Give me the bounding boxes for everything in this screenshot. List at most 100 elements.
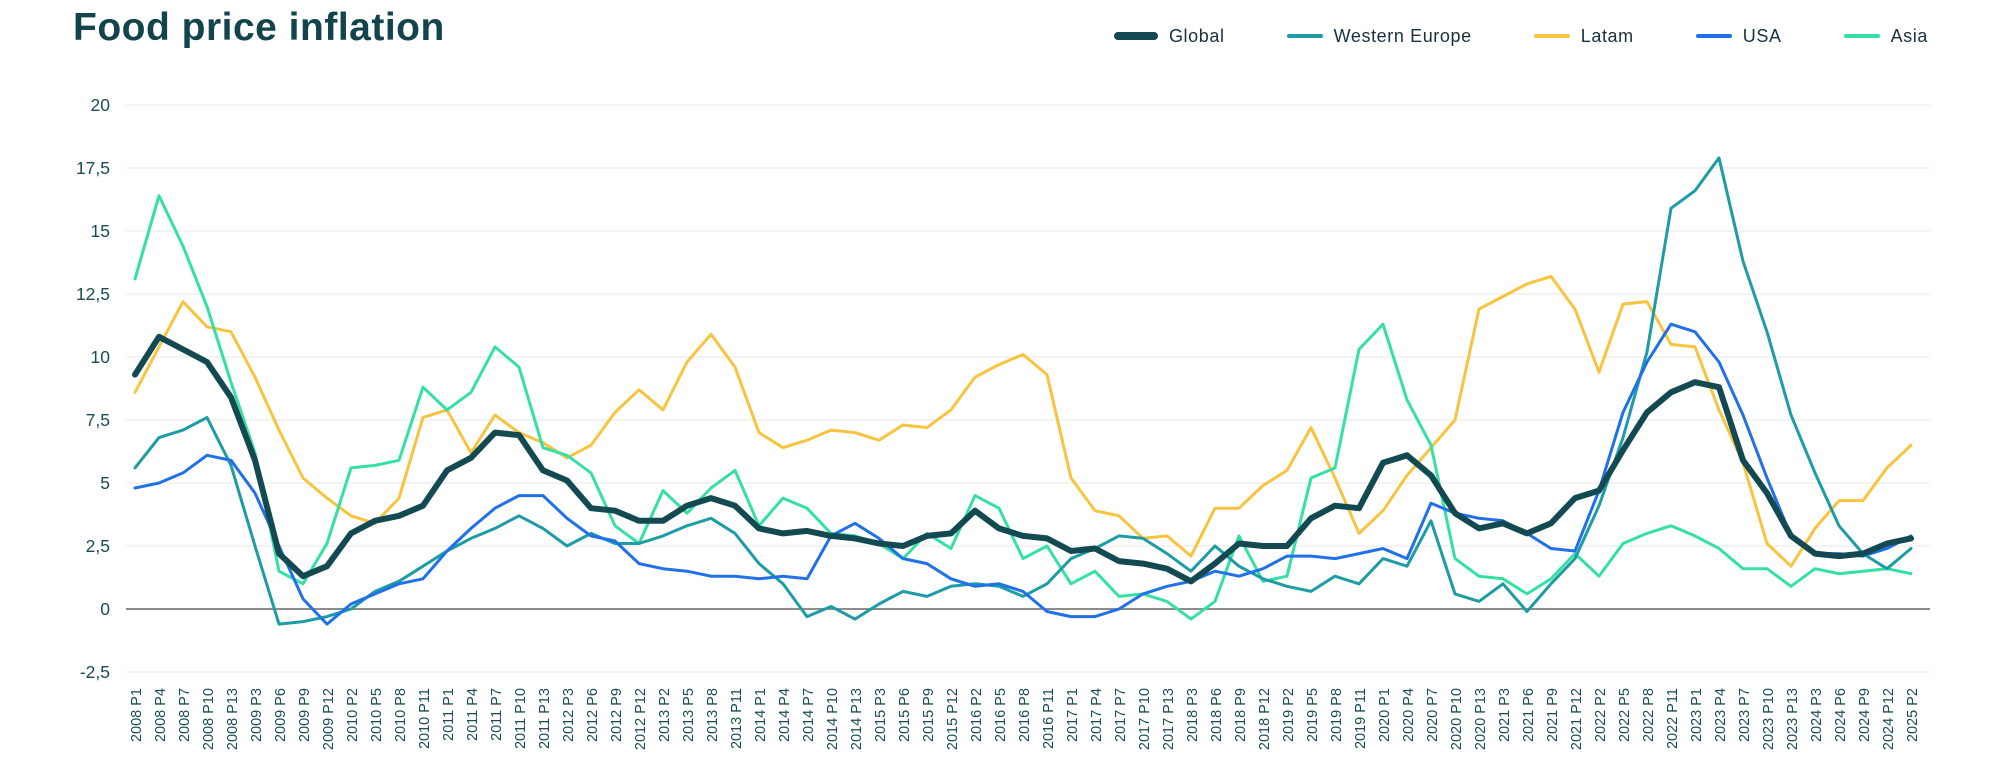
series-line-latam <box>133 274 1913 568</box>
x-tick-label: 2008 P10 <box>201 688 217 750</box>
x-tick-label: 2014 P4 <box>777 688 793 742</box>
x-tick-label: 2018 P3 <box>1185 688 1201 742</box>
x-tick-label: 2021 P3 <box>1497 688 1513 742</box>
x-tick-label: 2017 P10 <box>1137 688 1153 750</box>
x-tick-label: 2022 P11 <box>1665 688 1681 749</box>
y-tick-label: 2,5 <box>86 536 110 556</box>
legend-label: Western Europe <box>1333 25 1472 46</box>
y-tick-label: 15 <box>91 221 110 241</box>
x-tick-label: 2011 P13 <box>537 688 553 749</box>
x-tick-label: 2018 P6 <box>1209 688 1225 742</box>
x-tick-label: 2022 P8 <box>1641 688 1657 742</box>
x-tick-label: 2015 P3 <box>873 688 889 742</box>
x-tick-label: 2022 P2 <box>1593 688 1609 742</box>
y-tick-label: 7,5 <box>86 410 110 430</box>
x-tick-label: 2011 P7 <box>489 688 505 741</box>
x-tick-label: 2013 P11 <box>729 688 745 749</box>
legend-item-usa: USA <box>1695 25 1782 47</box>
series-line-western-europe <box>133 156 1913 626</box>
y-tick-label: 5 <box>100 473 110 493</box>
legend-item-global: Global <box>1113 25 1225 47</box>
x-tick-label: 2017 P4 <box>1089 688 1105 742</box>
x-tick-label: 2022 P5 <box>1617 688 1633 742</box>
x-tick-label: 2025 P2 <box>1905 688 1921 742</box>
x-tick-label: 2009 P6 <box>273 688 289 742</box>
x-tick-label: 2018 P12 <box>1257 688 1273 750</box>
x-tick-label: 2019 P11 <box>1353 688 1369 749</box>
x-tick-label: 2009 P9 <box>297 688 313 742</box>
x-tick-label: 2024 P12 <box>1881 688 1897 750</box>
x-tick-label: 2020 P10 <box>1449 688 1465 750</box>
x-tick-label: 2023 P7 <box>1737 688 1753 742</box>
legend-item-western-europe: Western Europe <box>1286 25 1472 47</box>
y-tick-label: -2,5 <box>80 662 110 682</box>
x-tick-label: 2017 P7 <box>1113 688 1129 742</box>
x-tick-label: 2013 P8 <box>705 688 721 742</box>
x-tick-label: 2012 P3 <box>561 688 577 742</box>
x-tick-label: 2019 P8 <box>1329 688 1345 742</box>
legend-label: Latam <box>1580 25 1634 46</box>
x-tick-label: 2020 P7 <box>1425 688 1441 742</box>
x-tick-label: 2014 P1 <box>753 688 769 742</box>
x-tick-label: 2010 P2 <box>345 688 361 742</box>
y-tick-label: 0 <box>100 599 110 619</box>
x-tick-label: 2024 P9 <box>1857 688 1873 742</box>
x-tick-label: 2021 P12 <box>1569 688 1585 750</box>
x-tick-label: 2023 P10 <box>1761 688 1777 750</box>
legend-swatch-usa <box>1695 34 1732 38</box>
x-tick-label: 2021 P9 <box>1545 688 1561 742</box>
x-tick-label: 2008 P4 <box>153 688 169 742</box>
x-tick-label: 2009 P12 <box>321 688 337 750</box>
x-tick-label: 2016 P5 <box>993 688 1009 742</box>
y-tick-label: 10 <box>91 347 111 367</box>
x-tick-label: 2019 P2 <box>1281 688 1297 742</box>
x-tick-label: 2012 P12 <box>633 688 649 750</box>
x-tick-label: 2011 P1 <box>441 688 457 741</box>
x-tick-label: 2019 P5 <box>1305 688 1321 742</box>
x-tick-label: 2015 P12 <box>945 688 961 750</box>
legend-swatch-western-europe <box>1286 34 1323 38</box>
chart-title: Food price inflation <box>73 6 445 49</box>
y-tick-label: 12,5 <box>76 284 110 304</box>
x-tick-label: 2017 P13 <box>1161 688 1177 750</box>
x-tick-label: 2008 P7 <box>177 688 193 742</box>
legend: Global Western Europe Latam USA Asia <box>1113 20 1928 52</box>
x-tick-label: 2015 P9 <box>921 688 937 742</box>
x-tick-label: 2014 P10 <box>825 688 841 750</box>
x-tick-label: 2020 P4 <box>1401 688 1417 742</box>
x-tick-label: 2017 P1 <box>1065 688 1081 742</box>
legend-item-asia: Asia <box>1843 25 1928 47</box>
x-tick-label: 2010 P5 <box>369 688 385 742</box>
x-tick-label: 2011 P4 <box>465 688 481 741</box>
x-tick-label: 2013 P2 <box>657 688 673 742</box>
legend-swatch-asia <box>1843 34 1880 38</box>
legend-item-latam: Latam <box>1533 25 1634 47</box>
x-tick-label: 2008 P1 <box>129 688 145 742</box>
x-tick-label: 2023 P4 <box>1713 688 1729 742</box>
x-tick-label: 2023 P1 <box>1689 688 1705 742</box>
y-tick-label: 20 <box>91 95 111 115</box>
x-tick-label: 2014 P7 <box>801 688 817 742</box>
x-tick-label: 2016 P8 <box>1017 688 1033 742</box>
x-tick-label: 2012 P6 <box>585 688 601 742</box>
x-tick-label: 2009 P3 <box>249 688 265 742</box>
x-tick-label: 2023 P13 <box>1785 688 1801 750</box>
x-tick-label: 2021 P6 <box>1521 688 1537 742</box>
x-tick-label: 2024 P3 <box>1809 688 1825 742</box>
x-tick-label: 2008 P13 <box>225 688 241 750</box>
series-line-global <box>132 333 1914 585</box>
x-tick-label: 2016 P2 <box>969 688 985 742</box>
x-tick-label: 2012 P9 <box>609 688 625 742</box>
x-tick-label: 2018 P9 <box>1233 688 1249 742</box>
legend-swatch-latam <box>1533 34 1570 38</box>
x-tick-label: 2020 P1 <box>1377 688 1393 742</box>
legend-label: USA <box>1742 25 1782 46</box>
x-tick-label: 2010 P11 <box>417 688 433 749</box>
legend-label: Asia <box>1890 25 1928 46</box>
y-tick-label: 17,5 <box>76 158 110 178</box>
legend-swatch-global <box>1113 32 1158 40</box>
series-line-usa <box>133 322 1913 626</box>
legend-label: Global <box>1168 25 1225 46</box>
